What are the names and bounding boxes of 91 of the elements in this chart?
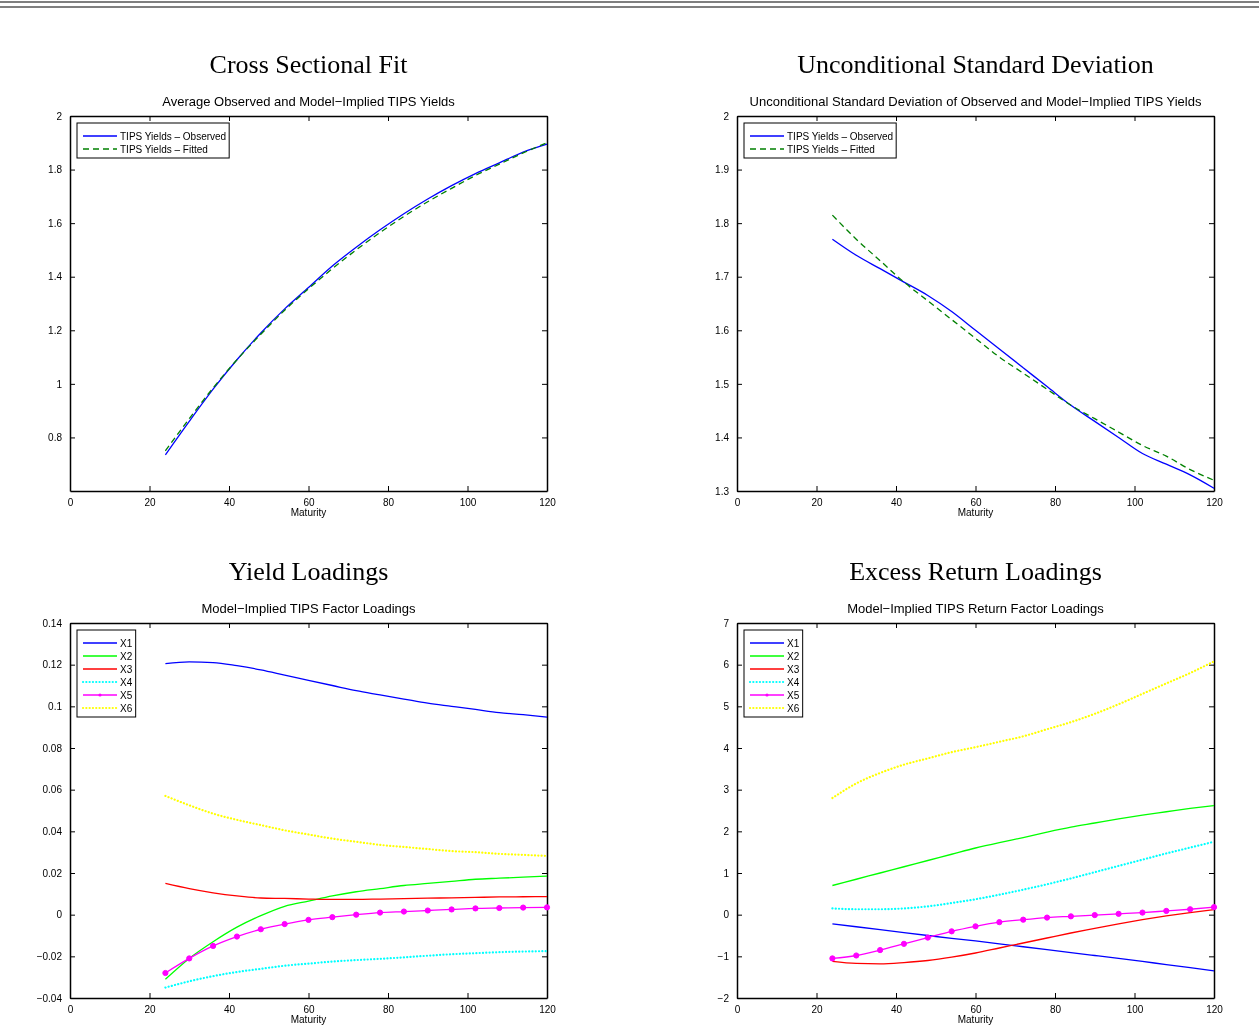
x-tick-label: 60 — [303, 497, 315, 509]
y-tick-label: 1.4 — [715, 432, 730, 444]
chart-title: Yield Loadings — [228, 557, 389, 586]
y-tick-label: 0.1 — [48, 701, 63, 713]
y-tick-label: −2 — [717, 992, 730, 1004]
y-tick-label: 7 — [723, 617, 730, 629]
x-tick-label: 80 — [1049, 497, 1062, 509]
chart-title: Unconditional Standard Deviation — [797, 50, 1154, 79]
y-tick-label: 1 — [56, 378, 63, 390]
y-tick-label: 0.14 — [42, 617, 63, 629]
y-tick-label: 4 — [723, 742, 730, 754]
x-axis-title: Maturity — [290, 1014, 327, 1025]
x-tick-label: 80 — [382, 497, 395, 509]
x-tick-label: 100 — [459, 497, 477, 509]
y-tick-label: 5 — [723, 701, 730, 713]
x-axis-title: Maturity — [290, 507, 327, 518]
y-tick-label: 1.8 — [715, 217, 730, 229]
x-tick-label: 0 — [67, 1004, 74, 1016]
x-tick-label: 60 — [303, 1004, 315, 1016]
x-tick-label: 120 — [1206, 497, 1224, 509]
y-tick-label: 3 — [723, 784, 730, 796]
x-tick-label: 20 — [811, 497, 823, 509]
x-tick-label: 0 — [734, 497, 741, 509]
chart-title: Excess Return Loadings — [849, 557, 1102, 586]
y-tick-label: 0.8 — [48, 432, 63, 444]
x-tick-label: 0 — [67, 497, 74, 509]
y-tick-label: 1.3 — [715, 485, 730, 497]
x-tick-label: 120 — [539, 497, 557, 509]
y-tick-label: 1.4 — [48, 271, 63, 283]
y-tick-label: −0.02 — [36, 951, 63, 963]
y-tick-label: 2 — [723, 110, 730, 122]
chart-subtitle: Model−Implied TIPS Return Factor Loadings — [847, 601, 1105, 616]
x-axis-title: Maturity — [957, 507, 994, 518]
x-tick-label: 100 — [459, 1004, 477, 1016]
x-tick-label: 40 — [223, 1004, 236, 1016]
y-tick-label: −0.04 — [36, 992, 63, 1004]
y-tick-label: −1 — [717, 951, 730, 963]
x-tick-label: 60 — [970, 1004, 982, 1016]
legend-label: X2 — [120, 650, 133, 662]
x-tick-label: 40 — [890, 497, 903, 509]
legend-label: X3 — [120, 663, 133, 675]
legend-label: TIPS Yields – Observed — [787, 130, 894, 142]
y-tick-label: 0.04 — [42, 826, 63, 838]
chart-title: Cross Sectional Fit — [209, 50, 409, 79]
y-tick-label: 2 — [56, 110, 63, 122]
legend-label: TIPS Yields – Observed — [120, 130, 227, 142]
chart-subtitle: Model−Implied TIPS Factor Loadings — [201, 601, 416, 616]
legend-label: X4 — [787, 676, 800, 688]
legend-label: X3 — [787, 663, 800, 675]
legend-label: X4 — [120, 676, 133, 688]
y-tick-label: 0.06 — [42, 784, 63, 796]
x-tick-label: 40 — [890, 1004, 903, 1016]
legend-label: X5 — [787, 689, 800, 701]
y-tick-label: 1 — [723, 867, 730, 879]
y-tick-label: 1.2 — [48, 324, 63, 336]
x-tick-label: 20 — [811, 1004, 823, 1016]
y-tick-label: 0 — [723, 909, 730, 921]
x-tick-label: 80 — [382, 1004, 395, 1016]
chart-subtitle: Unconditional Standard Deviation of Observed and Model−Implied TIPS Yields — [749, 94, 1202, 109]
chart-subtitle: Average Observed and Model−Implied TIPS Yields — [162, 94, 456, 109]
x-tick-label: 120 — [1206, 1004, 1224, 1016]
x-tick-label: 20 — [144, 497, 156, 509]
legend-label: TIPS Yields – Fitted — [787, 143, 875, 155]
x-tick-label: 80 — [1049, 1004, 1062, 1016]
y-tick-label: 0.02 — [42, 867, 63, 879]
y-tick-label: 1.6 — [715, 324, 730, 336]
x-tick-label: 60 — [970, 497, 982, 509]
y-tick-label: 1.8 — [48, 164, 63, 176]
legend-label: X1 — [787, 637, 800, 649]
y-tick-label: 1.6 — [48, 217, 63, 229]
x-tick-label: 40 — [223, 497, 236, 509]
legend-label: X6 — [787, 702, 800, 714]
y-tick-label: 2 — [723, 826, 730, 838]
x-tick-label: 0 — [734, 1004, 741, 1016]
y-tick-label: 0.12 — [42, 659, 63, 671]
y-tick-label: 6 — [723, 659, 730, 671]
x-tick-label: 20 — [144, 1004, 156, 1016]
x-tick-label: 100 — [1126, 497, 1144, 509]
y-tick-label: 1.5 — [715, 378, 730, 390]
legend-label: X6 — [120, 702, 133, 714]
x-tick-label: 100 — [1126, 1004, 1144, 1016]
legend-label: X2 — [787, 650, 800, 662]
x-axis-title: Maturity — [957, 1014, 994, 1025]
y-tick-label: 1.9 — [715, 164, 730, 176]
x-tick-label: 120 — [539, 1004, 557, 1016]
y-tick-label: 0 — [56, 909, 63, 921]
y-tick-label: 1.7 — [715, 271, 730, 283]
legend-label: TIPS Yields – Fitted — [120, 143, 208, 155]
legend-label: X1 — [120, 637, 133, 649]
y-tick-label: 0.08 — [42, 742, 63, 754]
legend-label: X5 — [120, 689, 133, 701]
